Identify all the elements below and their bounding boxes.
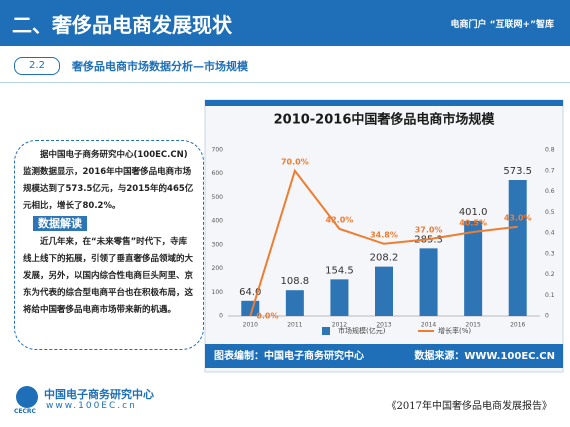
legend-label: 增长率(%) [438,326,471,335]
sidebar-text: 近几年来，在“未来零售”时代下，寺库线上线下的拓展，引领了垂直奢侈品领域的大发展… [23,237,194,315]
bar [508,179,527,316]
line-value-label: 42.0% [326,215,354,224]
y2-tick-label: 0 [545,313,549,320]
bar-value-label: 64.0 [239,287,261,298]
logo-name: 中国电子商务研究中心 [44,388,154,401]
y-tick-label: 700 [212,147,224,154]
header-title: 二、奢侈品电商发展现状 [12,13,232,37]
y-tick-label: 300 [212,241,224,248]
bar [285,290,304,316]
logo-abbr: CECRC [14,408,36,415]
y-tick-label: 500 [212,194,224,201]
x-tick-label: 2012 [332,322,347,329]
bar-value-label: 573.5 [503,166,532,177]
chart-source: 数据来源：WWW.100EC.CN [414,349,555,362]
y2-tick-label: 0.3 [545,250,555,257]
line-value-label: 40.5% [459,218,487,227]
y-tick-label: 600 [212,170,224,177]
logo-mark [16,386,38,408]
bar [464,220,483,316]
chart-panel [204,99,564,373]
bar [330,279,349,316]
y2-tick-label: 0.6 [545,188,555,195]
y-tick-label: 0 [219,313,223,320]
legend-swatch [322,327,330,335]
y2-tick-label: 0.2 [545,271,555,278]
bar [375,266,393,316]
header-band [0,0,570,46]
bar [419,248,438,316]
x-tick-label: 2011 [287,322,302,329]
bar-value-label: 401.0 [459,207,488,218]
y2-tick-label: 0.4 [545,230,555,237]
bar-value-label: 208.2 [370,253,399,264]
bar-value-label: 154.5 [325,265,354,276]
sidebar: 据中国电子商务研究中心(100EC.CN)监测数据显示，2016年中国奢侈品电商… [14,140,204,350]
sidebar-label: 数据解读 [33,216,87,231]
chart-footer-band [205,344,563,368]
y2-tick-label: 0.7 [545,167,555,174]
y2-tick-label: 0.5 [545,209,555,216]
line-value-label: 0.0% [256,312,278,321]
sidebar-text: 据中国电子商务研究中心(100EC.CN)监测数据显示，2016年中国奢侈品电商… [23,150,194,211]
bar-value-label: 108.8 [281,276,310,287]
header-tagline: 电商门户 “互联网+”智库 [450,20,554,30]
line-value-label: 70.0% [281,157,309,166]
section-title: 奢侈品电商市场数据分析—市场规模 [72,60,248,73]
y-tick-label: 200 [212,265,224,272]
section-number: 2.2 [14,57,60,75]
line-value-label: 43.0% [504,213,532,222]
chart-title: 2010-2016中国奢侈品电商市场规模 [274,112,496,128]
chart-top-strip [205,100,563,106]
y2-tick-label: 0.1 [545,292,555,299]
report-title: 《2017年中国奢侈品电商发展报告》 [386,401,552,412]
y-tick-label: 400 [212,218,224,225]
y-tick-label: 100 [212,289,224,296]
line-value-label: 34.8% [370,230,398,239]
divider [0,82,570,83]
legend-label: 市场规模(亿元) [338,326,386,335]
growth-line [249,168,518,317]
x-tick-label: 2013 [376,322,391,329]
line-value-label: 37.0% [415,226,443,235]
chart-credit: 图表编制：中国电子商务研究中心 [214,349,364,362]
x-tick-label: 2010 [243,322,258,329]
x-tick-label: 2016 [510,322,525,329]
x-tick-label: 2015 [466,322,481,329]
x-tick-label: 2014 [421,322,436,329]
logo-url: www.100EC.cn [46,401,137,411]
y2-tick-label: 0.8 [545,147,555,154]
